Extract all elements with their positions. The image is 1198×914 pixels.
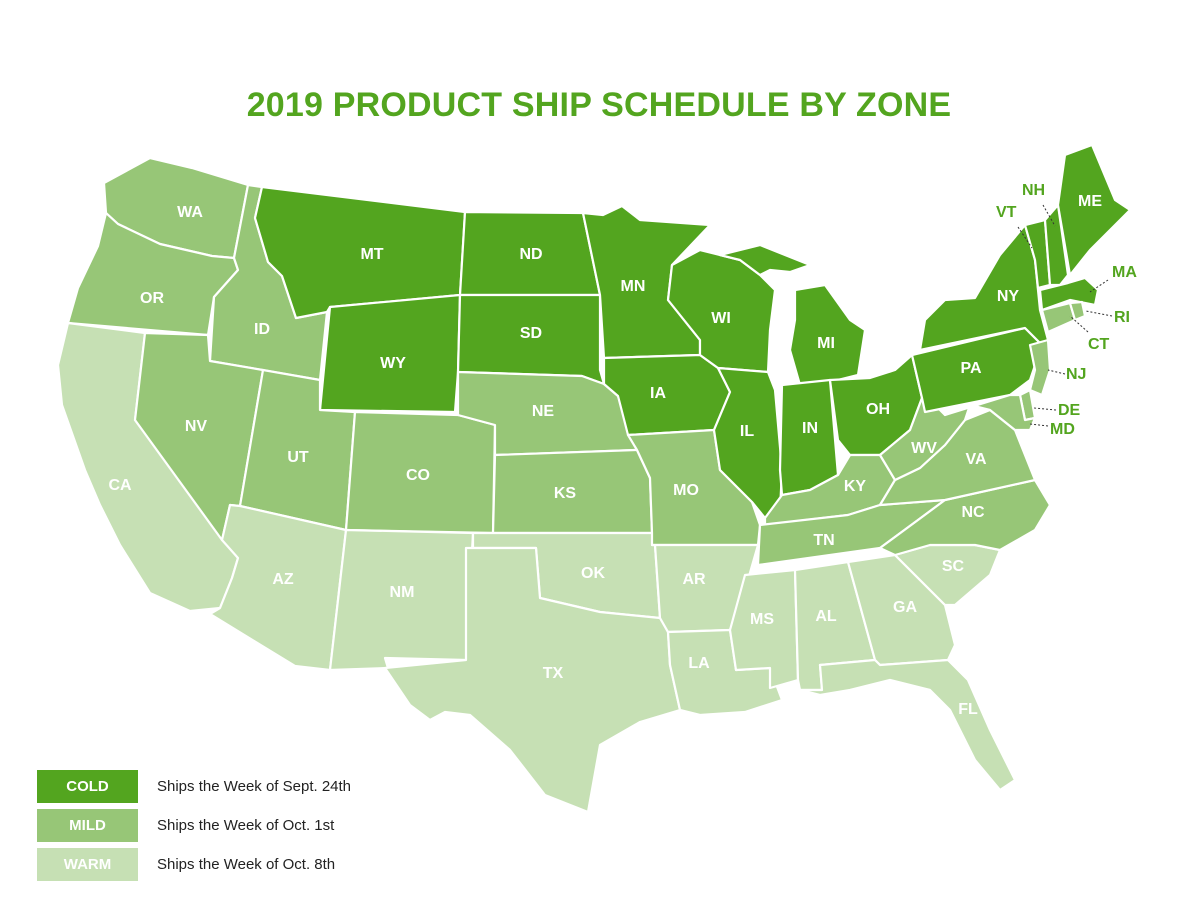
state-label-tn: TN xyxy=(813,532,834,549)
state-label-nm: NM xyxy=(390,584,415,601)
state-nc[interactable] xyxy=(878,478,1052,557)
zone-legend: COLD Ships the Week of Sept. 24th MILD S… xyxy=(37,767,351,884)
state-label-oh: OH xyxy=(866,401,890,418)
state-label-co: CO xyxy=(406,467,430,484)
state-label-ri: RI xyxy=(1114,309,1130,326)
state-vt[interactable] xyxy=(1023,218,1052,290)
state-label-ny: NY xyxy=(997,288,1020,305)
state-labels: WA OR CA ID NV MT WY UT AZ CO NM ND SD N… xyxy=(108,182,1137,718)
state-label-la: LA xyxy=(688,655,710,672)
state-label-ne: NE xyxy=(532,403,555,420)
state-label-az: AZ xyxy=(272,571,294,588)
legend-text-mild: Ships the Week of Oct. 1st xyxy=(157,817,335,834)
state-in[interactable] xyxy=(778,378,840,497)
state-label-nj: NJ xyxy=(1066,366,1086,383)
state-label-wi: WI xyxy=(711,310,731,327)
state-label-mt: MT xyxy=(360,246,383,263)
state-label-va: VA xyxy=(965,451,986,468)
legend-swatch-mild: MILD xyxy=(37,809,138,842)
legend-text-cold: Ships the Week of Sept. 24th xyxy=(157,778,352,795)
state-label-md: MD xyxy=(1050,421,1075,438)
state-mi[interactable] xyxy=(718,243,867,387)
state-label-fl: FL xyxy=(958,701,978,718)
state-me[interactable] xyxy=(1056,143,1132,277)
state-ri[interactable] xyxy=(1068,300,1087,322)
state-label-il: IL xyxy=(740,423,754,440)
state-label-ks: KS xyxy=(554,485,577,502)
legend-row-cold: COLD Ships the Week of Sept. 24th xyxy=(37,767,351,806)
state-label-ia: IA xyxy=(650,385,666,402)
state-nh[interactable] xyxy=(1043,203,1070,287)
map-title: 2019 PRODUCT SHIP SCHEDULE BY ZONE xyxy=(246,86,952,124)
legend-swatch-warm: WARM xyxy=(37,848,138,881)
state-label-mo: MO xyxy=(673,482,699,499)
leader-lines xyxy=(1017,204,1113,427)
legend-row-warm: WARM Ships the Week of Oct. 8th xyxy=(37,845,351,884)
state-label-ca: CA xyxy=(108,477,132,494)
legend-swatch-cold: COLD xyxy=(37,770,138,803)
state-label-ms: MS xyxy=(750,611,774,628)
state-label-me: ME xyxy=(1078,193,1102,210)
state-label-sd: SD xyxy=(520,325,542,342)
state-nj[interactable] xyxy=(1028,338,1052,397)
state-tx[interactable] xyxy=(383,546,682,814)
state-label-mi: MI xyxy=(817,335,835,352)
state-label-wy: WY xyxy=(380,355,406,372)
state-ny[interactable] xyxy=(918,223,1050,352)
state-label-tx: TX xyxy=(543,665,564,682)
state-label-nh: NH xyxy=(1022,182,1045,199)
state-label-ky: KY xyxy=(844,478,867,495)
state-label-wv: WV xyxy=(911,440,937,457)
state-wy[interactable] xyxy=(318,293,462,414)
state-label-de: DE xyxy=(1058,402,1081,419)
state-label-mn: MN xyxy=(621,278,646,295)
state-label-nc: NC xyxy=(961,504,985,521)
state-md[interactable] xyxy=(943,393,1037,432)
state-fl[interactable] xyxy=(798,658,1017,792)
state-label-ar: AR xyxy=(682,571,706,588)
state-label-ga: GA xyxy=(893,599,917,616)
legend-text-warm: Ships the Week of Oct. 8th xyxy=(157,856,336,873)
state-label-ct: CT xyxy=(1088,336,1110,353)
state-label-pa: PA xyxy=(960,360,981,377)
state-label-al: AL xyxy=(815,608,837,625)
state-label-wa: WA xyxy=(177,204,203,221)
state-label-ok: OK xyxy=(581,565,605,582)
state-label-sc: SC xyxy=(942,558,965,575)
state-label-nd: ND xyxy=(519,246,542,263)
state-label-nv: NV xyxy=(185,418,208,435)
state-label-vt: VT xyxy=(996,204,1017,221)
state-label-ut: UT xyxy=(287,449,309,466)
state-label-or: OR xyxy=(140,290,164,307)
state-label-ma: MA xyxy=(1112,264,1137,281)
state-label-in: IN xyxy=(802,420,818,437)
legend-row-mild: MILD Ships the Week of Oct. 1st xyxy=(37,806,351,845)
state-label-id: ID xyxy=(254,321,270,338)
